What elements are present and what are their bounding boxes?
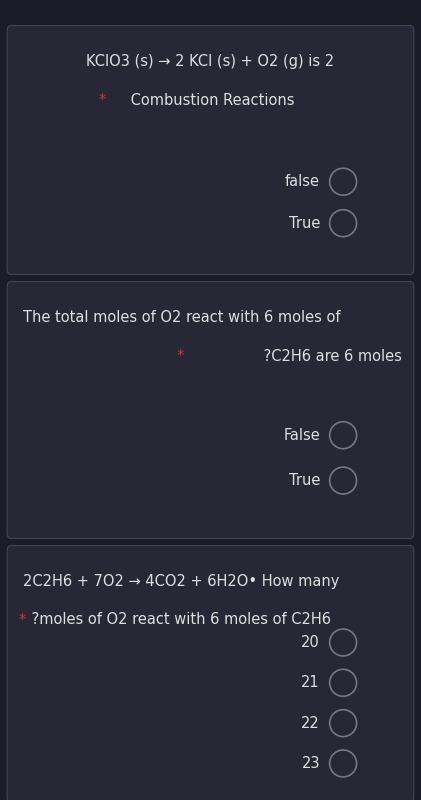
Text: 21: 21 — [301, 675, 320, 690]
Text: False: False — [283, 428, 320, 442]
Ellipse shape — [330, 467, 357, 494]
Ellipse shape — [330, 168, 357, 195]
FancyBboxPatch shape — [7, 26, 414, 274]
Ellipse shape — [330, 670, 357, 696]
Text: false: false — [285, 174, 320, 190]
Text: *: * — [177, 349, 184, 363]
Text: True: True — [288, 473, 320, 488]
FancyBboxPatch shape — [7, 546, 414, 800]
Text: *: * — [99, 93, 107, 107]
Text: 23: 23 — [301, 756, 320, 771]
Text: 20: 20 — [301, 635, 320, 650]
Text: The total moles of O2 react with 6 moles of: The total moles of O2 react with 6 moles… — [23, 310, 341, 325]
Text: ?moles of O2 react with 6 moles of C2H6: ?moles of O2 react with 6 moles of C2H6 — [27, 613, 331, 627]
Ellipse shape — [330, 210, 357, 237]
Text: 2C2H6 + 7O2 → 4CO2 + 6H2O• How many: 2C2H6 + 7O2 → 4CO2 + 6H2O• How many — [23, 574, 339, 589]
FancyBboxPatch shape — [7, 282, 414, 538]
Ellipse shape — [330, 422, 357, 449]
Text: *: * — [19, 613, 27, 627]
Text: Combustion Reactions: Combustion Reactions — [126, 93, 295, 107]
Ellipse shape — [330, 750, 357, 777]
Text: 22: 22 — [301, 716, 320, 730]
Ellipse shape — [330, 629, 357, 656]
Text: KClO3 (s) → 2 KCl (s) + O2 (g) is 2: KClO3 (s) → 2 KCl (s) + O2 (g) is 2 — [86, 54, 335, 69]
Text: True: True — [288, 216, 320, 230]
Ellipse shape — [330, 710, 357, 737]
Text: ?C2H6 are 6 moles: ?C2H6 are 6 moles — [259, 349, 402, 363]
